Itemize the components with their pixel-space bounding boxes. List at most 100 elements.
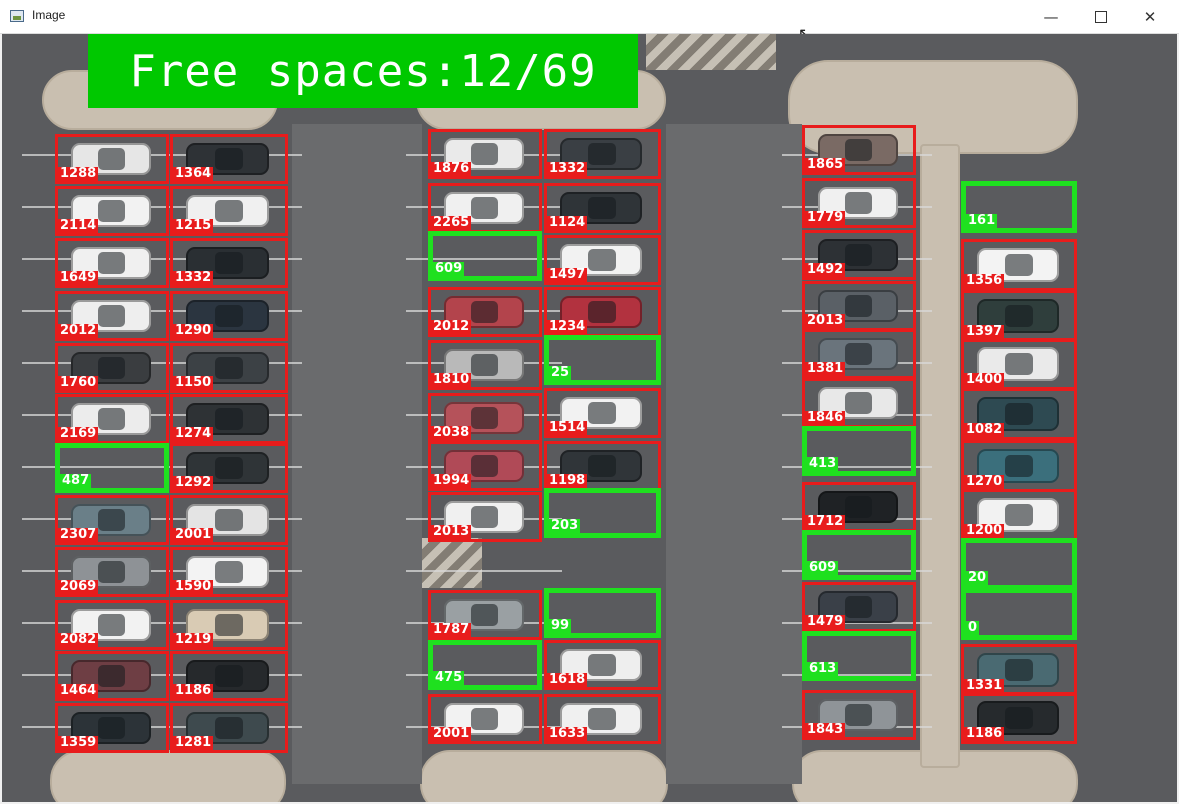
slot-count-label: 1198 <box>547 473 588 488</box>
slot-count-label: 1787 <box>431 622 472 637</box>
slot-count-label: 161 <box>966 213 998 228</box>
slot-count-label: 1281 <box>173 735 214 750</box>
slot-count-label: 1633 <box>547 726 588 741</box>
occupied-parking-slot: 2069 <box>55 547 169 597</box>
occupied-parking-slot: 1514 <box>544 388 661 438</box>
parking-lot-image: 1288 2114 1649 2012 1760 2169 487 2307 2069 2082 1… <box>2 34 1177 802</box>
window-title: Image <box>32 8 66 22</box>
slot-count-label: 1400 <box>964 372 1005 387</box>
occupied-parking-slot: 1479 <box>802 582 916 632</box>
slot-count-label: 1150 <box>173 375 214 390</box>
free-parking-slot: 20 <box>961 538 1077 590</box>
slot-count-label: 2082 <box>58 632 99 647</box>
free-parking-slot: 25 <box>544 335 661 385</box>
slot-count-label: 1186 <box>964 726 1005 741</box>
slot-count-label: 1124 <box>547 215 588 230</box>
bottom-island-left <box>50 750 286 802</box>
car <box>70 609 151 641</box>
occupied-parking-slot: 1234 <box>544 287 661 337</box>
stall-line <box>22 362 302 364</box>
slot-count-label: 1514 <box>547 420 588 435</box>
car <box>186 452 270 484</box>
occupied-parking-slot: 1464 <box>55 651 169 701</box>
stall-line <box>22 622 302 624</box>
occupied-parking-slot: 2307 <box>55 495 169 545</box>
occupied-parking-slot: 1810 <box>428 340 542 390</box>
slot-count-label: 99 <box>549 618 572 633</box>
slot-count-label: 475 <box>433 670 465 685</box>
occupied-parking-slot: 2038 <box>428 393 542 443</box>
stall-line <box>782 674 932 676</box>
occupied-parking-slot: 2169 <box>55 394 169 444</box>
occupied-parking-slot: 1332 <box>544 129 661 179</box>
crosswalk-mid <box>422 538 482 588</box>
free-parking-slot: 487 <box>55 443 169 493</box>
occupied-parking-slot: 1215 <box>170 186 288 236</box>
occupied-parking-slot: 1082 <box>961 388 1077 440</box>
slot-count-label: 2307 <box>58 527 99 542</box>
occupied-parking-slot: 1865 <box>802 125 916 175</box>
slot-count-label: 1590 <box>173 579 214 594</box>
occupied-parking-slot: 2012 <box>55 291 169 341</box>
free-spaces-banner: Free spaces:12/69 <box>88 34 638 108</box>
slot-count-label: 609 <box>807 560 839 575</box>
slot-count-label: 1215 <box>173 218 214 233</box>
occupied-parking-slot: 1843 <box>802 690 916 740</box>
slot-count-label: 1846 <box>805 410 846 425</box>
window-titlebar: Image — ✕ <box>0 0 1179 34</box>
maximize-button[interactable] <box>1078 0 1124 33</box>
free-parking-slot: 609 <box>428 231 542 281</box>
slot-count-label: 1843 <box>805 722 846 737</box>
occupied-parking-slot: 1359 <box>55 703 169 753</box>
car <box>186 712 270 744</box>
slot-count-label: 1876 <box>431 161 472 176</box>
free-parking-slot: 203 <box>544 488 661 538</box>
slot-count-label: 487 <box>60 473 92 488</box>
slot-count-label: 1270 <box>964 474 1005 489</box>
slot-count-label: 1492 <box>805 262 846 277</box>
center-median <box>920 144 960 768</box>
occupied-parking-slot: 1124 <box>544 183 661 233</box>
occupied-parking-slot: 1618 <box>544 640 661 690</box>
slot-count-label: 1464 <box>58 683 99 698</box>
minimize-button[interactable]: — <box>1028 0 1074 33</box>
slot-count-label: 2265 <box>431 215 472 230</box>
minimize-icon: — <box>1043 7 1059 26</box>
occupied-parking-slot: 1150 <box>170 343 288 393</box>
occupied-parking-slot: 1846 <box>802 378 916 428</box>
slot-count-label: 2001 <box>173 527 214 542</box>
drive-lane-right <box>666 124 802 784</box>
slot-count-label: 1082 <box>964 422 1005 437</box>
occupied-parking-slot: 1649 <box>55 238 169 288</box>
occupied-parking-slot: 2082 <box>55 600 169 650</box>
slot-count-label: 1994 <box>431 473 472 488</box>
car <box>817 699 898 731</box>
occupied-parking-slot: 1397 <box>961 290 1077 342</box>
occupied-parking-slot: 1364 <box>170 134 288 184</box>
slot-count-label: 2013 <box>431 524 472 539</box>
free-parking-slot: 475 <box>428 640 542 690</box>
occupied-parking-slot: 1492 <box>802 230 916 280</box>
slot-count-label: 1865 <box>805 157 846 172</box>
free-parking-slot: 413 <box>802 426 916 476</box>
occupied-parking-slot: 1332 <box>170 238 288 288</box>
slot-count-label: 1779 <box>805 210 846 225</box>
car <box>817 338 898 370</box>
drive-lane-left <box>292 124 422 784</box>
occupied-parking-slot: 1274 <box>170 394 288 444</box>
image-icon <box>10 10 24 22</box>
free-parking-slot: 99 <box>544 588 661 638</box>
occupied-parking-slot: 1356 <box>961 239 1077 291</box>
occupied-parking-slot: 2013 <box>802 281 916 331</box>
stall-line <box>22 518 302 520</box>
slot-count-label: 2069 <box>58 579 99 594</box>
slot-count-label: 0 <box>966 620 980 635</box>
stall-line <box>406 570 562 572</box>
occupied-parking-slot: 2013 <box>428 492 542 542</box>
occupied-parking-slot: 1270 <box>961 440 1077 492</box>
car <box>443 703 524 735</box>
slot-count-label: 609 <box>433 261 465 276</box>
close-button[interactable]: ✕ <box>1127 0 1173 33</box>
slot-count-label: 25 <box>549 365 572 380</box>
occupied-parking-slot: 1292 <box>170 443 288 493</box>
